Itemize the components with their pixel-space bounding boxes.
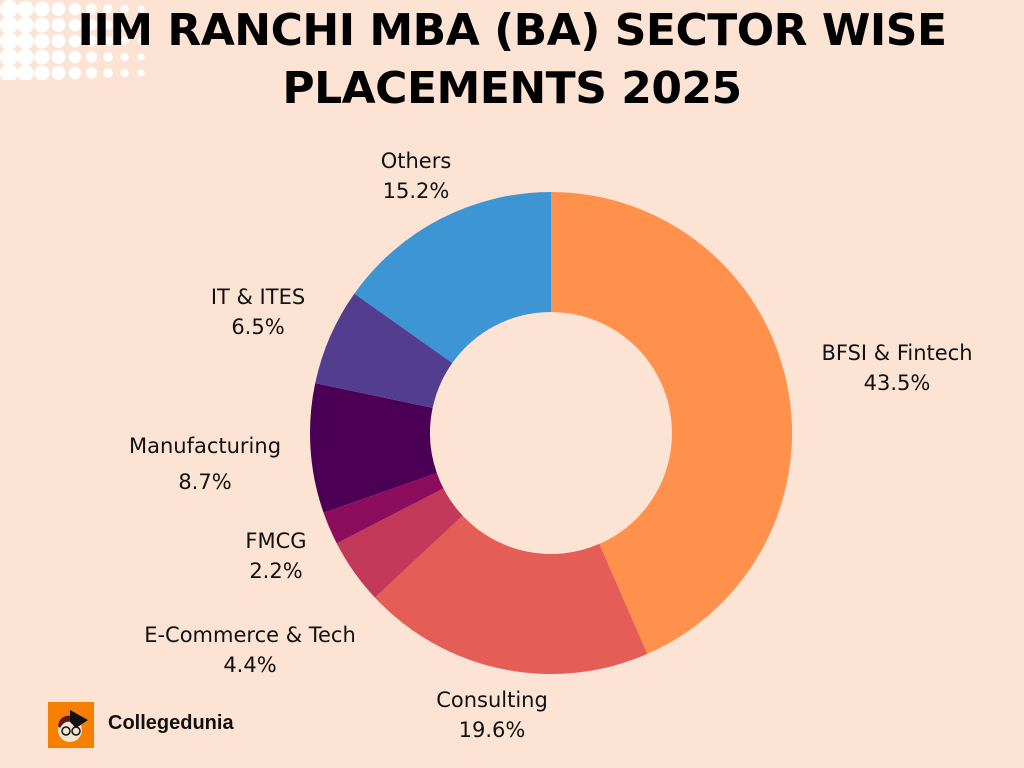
decor-dot [120, 52, 129, 62]
decor-dot [86, 3, 97, 15]
slice-bfsi-fintech [551, 192, 793, 654]
decor-dot [34, 49, 50, 65]
decor-dot [86, 35, 97, 47]
decor-dot [34, 1, 50, 17]
title-line-1: IIM RANCHI MBA (BA) SECTOR WISE [77, 5, 947, 56]
label-consulting: Consulting 19.6% [436, 688, 548, 742]
decor-dot [120, 36, 129, 46]
label-it-ites: IT & ITES 6.5% [210, 285, 306, 339]
decor-dot [103, 36, 113, 46]
title-line-2: PLACEMENTS 2025 [282, 63, 742, 114]
decor-dot [120, 4, 129, 14]
decor-dot [103, 4, 113, 14]
decor-dot [51, 66, 66, 80]
decor-dot [0, 16, 18, 34]
decor-dot [137, 21, 145, 29]
slice-consulting [374, 515, 648, 675]
label-manufacturing: Manufacturing 8.7% [128, 434, 282, 494]
decor-dot [68, 66, 82, 80]
label-others: Others 15.2% [380, 149, 452, 203]
slice-manufacturing [309, 383, 437, 513]
decor-dot [34, 65, 50, 80]
decor-dot [137, 53, 145, 61]
decor-dot [17, 32, 34, 50]
brand-name: Collegedunia [108, 712, 234, 734]
decor-dot [68, 50, 82, 64]
decor-dot [17, 64, 34, 80]
decor-dot [86, 67, 97, 79]
decor-dot [34, 33, 50, 49]
decor-dot [68, 34, 82, 48]
chart-title: IIM RANCHI MBA (BA) SECTOR WISE PLACEMEN… [0, 2, 1024, 118]
slice-it-ites [315, 293, 453, 408]
decor-dot [0, 0, 18, 18]
decor-dot [137, 69, 145, 77]
decor-dot [51, 18, 66, 32]
dot-pattern-decoration [0, 0, 145, 80]
decor-dot [17, 48, 34, 66]
decor-dot [51, 2, 66, 16]
label-bfsi: BFSI & Fintech 43.5% [821, 341, 973, 395]
decor-dot [137, 5, 145, 13]
decor-dot [86, 51, 97, 63]
label-fmcg: FMCG 2.2% [245, 529, 307, 583]
label-ecommerce: E-Commerce & Tech 4.4% [144, 623, 356, 677]
decor-dot [103, 68, 113, 78]
decor-dot [86, 19, 97, 31]
decor-dot [0, 64, 18, 80]
decor-dot [51, 34, 66, 48]
slice-others [354, 192, 551, 364]
decor-dot [68, 18, 82, 32]
decor-dot [120, 20, 129, 30]
decor-dot [0, 32, 18, 50]
decor-dot [51, 50, 66, 64]
collegedunia-logo [48, 702, 94, 748]
decor-dot [137, 37, 145, 45]
decor-dot [17, 0, 34, 18]
decor-dot [103, 52, 113, 62]
decor-dot [103, 20, 113, 30]
decor-dot [17, 16, 34, 34]
decor-dot [120, 68, 129, 78]
slice-fmcg [323, 473, 444, 544]
decor-dot [68, 2, 82, 16]
decor-dot [0, 48, 18, 66]
decor-dot [34, 17, 50, 33]
slice-e-commerce-tech [336, 488, 463, 598]
